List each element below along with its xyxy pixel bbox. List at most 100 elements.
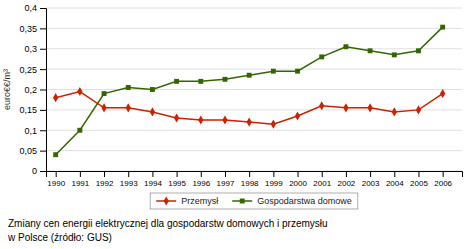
x-tick-label: 2001 — [313, 179, 331, 188]
x-tick-mark — [443, 171, 444, 177]
y-axis-line — [40, 9, 47, 172]
series-point — [53, 152, 58, 157]
series-point — [126, 85, 131, 90]
x-tick: 1995 — [168, 171, 186, 188]
series-point — [343, 103, 348, 112]
x-tick-mark — [418, 171, 419, 177]
x-tick-label: 2005 — [410, 179, 428, 188]
x-tick: 1993 — [120, 171, 138, 188]
y-tick: 0,25 — [19, 65, 46, 75]
x-tick-label: 2003 — [362, 179, 380, 188]
series-point — [440, 89, 445, 98]
caption: Zmiany cen energii elektrycznej dla gosp… — [7, 218, 328, 243]
y-tick-mark — [40, 8, 46, 9]
y-axis-title: euro€€/m³ — [2, 69, 12, 110]
x-tick: 1998 — [241, 171, 259, 188]
series-point — [222, 116, 227, 125]
caption-line: w Polsce (źródło: GUS) — [7, 232, 112, 243]
y-tick-label: 0,35 — [19, 24, 37, 34]
x-tick: 1997 — [217, 171, 235, 188]
x-tick-mark — [298, 171, 299, 177]
x-tick: 1994 — [144, 171, 162, 188]
series-point — [150, 107, 155, 116]
series-point — [198, 79, 203, 84]
series-point — [416, 105, 421, 114]
grid-line — [46, 130, 462, 131]
x-tick-label: 2002 — [338, 179, 356, 188]
series-point — [223, 77, 228, 82]
series-point — [102, 91, 107, 96]
caption-line: Zmiany cen energii elektrycznej dla gosp… — [8, 218, 328, 229]
x-tick: 2003 — [362, 171, 380, 188]
series-point — [77, 87, 82, 96]
x-tick-mark — [56, 171, 57, 177]
x-tick: 2002 — [338, 171, 356, 188]
series-point — [295, 111, 300, 120]
series-point — [319, 54, 324, 59]
chart: 1990199119921993199419951996199719981999… — [0, 0, 474, 249]
marks — [53, 25, 445, 157]
x-tick: 2006 — [434, 171, 452, 188]
x-tick-label: 1999 — [265, 179, 283, 188]
x-tick: 2005 — [410, 171, 428, 188]
legend-item: Gospodarstwa domowe — [232, 196, 352, 206]
x-tick-mark — [152, 171, 153, 177]
series-point — [392, 52, 397, 57]
x-tick: 1990 — [47, 171, 65, 188]
legend-item: Przemysł — [156, 196, 218, 206]
x-tick-label: 1993 — [120, 179, 138, 188]
x-tick-mark — [128, 171, 129, 177]
y-tick: 0,35 — [19, 24, 46, 34]
grid-line — [46, 150, 462, 151]
x-tick-mark — [225, 171, 226, 177]
y-tick-label: 0,2 — [24, 85, 37, 95]
x-tick: 1999 — [265, 171, 283, 188]
x-tick-mark — [346, 171, 347, 177]
series-point — [416, 48, 421, 53]
x-tick-label: 1998 — [241, 179, 259, 188]
grid-line — [46, 69, 462, 70]
grid-line — [46, 8, 462, 9]
series-point — [101, 103, 106, 112]
legend-marker — [240, 199, 245, 204]
x-tick-label: 1997 — [217, 179, 235, 188]
series-point — [126, 103, 131, 112]
x-tick: 1996 — [192, 171, 210, 188]
x-tick-mark — [104, 171, 105, 177]
x-tick: 1991 — [71, 171, 89, 188]
y-tick-mark — [40, 69, 46, 70]
x-tick: 2004 — [386, 171, 404, 188]
x-axis-line — [47, 172, 463, 178]
x-tick-label: 1991 — [71, 179, 89, 188]
legend-frame — [150, 193, 358, 209]
x-tick-mark — [394, 171, 395, 177]
y-tick-mark — [40, 28, 46, 29]
y-tick: 0,1 — [24, 126, 46, 136]
y-tick-label: 0,3 — [24, 44, 37, 54]
x-tick: 2000 — [289, 171, 307, 188]
legend-label: Przemysł — [181, 196, 218, 206]
series-point — [77, 128, 82, 133]
series-point — [392, 107, 397, 116]
y-tick-mark — [40, 151, 46, 152]
grid-line — [46, 28, 462, 29]
legend-marker — [164, 196, 169, 205]
y-tick-label: 0 — [32, 166, 37, 176]
x-tick-mark — [80, 171, 81, 177]
y-tick-mark — [40, 110, 46, 111]
series-point — [295, 69, 300, 74]
grid — [46, 8, 462, 171]
x-tick-mark — [177, 171, 178, 177]
x-tick-label: 1990 — [47, 179, 65, 188]
x-tick-mark — [201, 171, 202, 177]
x-tick-label: 2006 — [434, 179, 452, 188]
x-tick-label: 1994 — [144, 179, 162, 188]
series-point — [271, 120, 276, 129]
y-tick: 0,05 — [19, 146, 46, 156]
series-point — [174, 113, 179, 122]
x-tick-mark — [322, 171, 323, 177]
x-tick-label: 2000 — [289, 179, 307, 188]
series-point — [150, 87, 155, 92]
series-point — [319, 101, 324, 110]
y-tick-label: 0,05 — [19, 146, 37, 156]
